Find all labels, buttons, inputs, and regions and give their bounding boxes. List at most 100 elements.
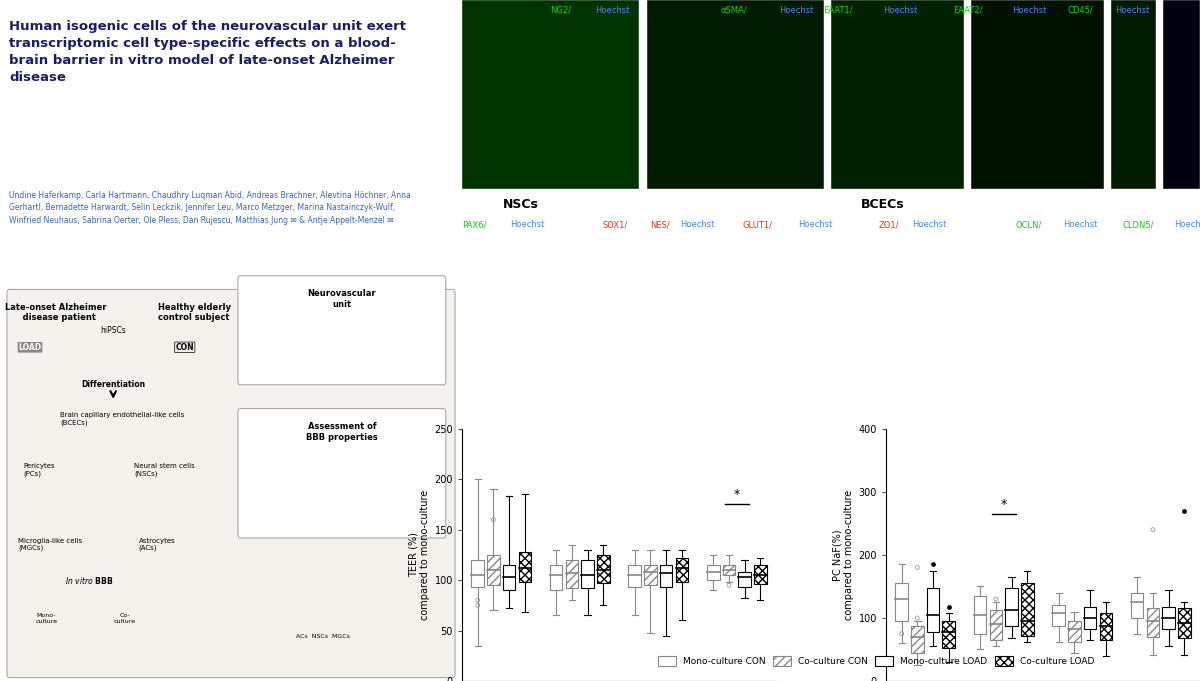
Text: Hoechst: Hoechst (510, 220, 545, 229)
FancyBboxPatch shape (7, 289, 455, 678)
Point (907, 612, 926, 623)
Bar (644, 565, 656, 585)
Bar (738, 572, 751, 587)
Bar (1052, 605, 1064, 626)
Text: Healthy elderly
control subject: Healthy elderly control subject (157, 303, 230, 322)
Text: Mono-
culture: Mono- culture (35, 613, 58, 624)
Text: Hoechst: Hoechst (1174, 220, 1200, 229)
Text: ZO1/: ZO1/ (878, 220, 900, 229)
Text: Hoechst: Hoechst (912, 220, 947, 229)
Bar (707, 565, 720, 580)
Text: Assessment of
BBB properties: Assessment of BBB properties (306, 422, 378, 441)
Bar (565, 560, 578, 588)
Text: GLUT1/: GLUT1/ (743, 220, 773, 229)
Bar (1130, 592, 1144, 618)
Bar (830, 0, 964, 189)
Bar (974, 596, 986, 634)
Point (940, 601, 959, 612)
Bar (1163, 607, 1175, 629)
Text: Undine Haferkamp, Carla Hartmann, Chaudhry Luqman Abid, Andreas Brachner, Alevti: Undine Haferkamp, Carla Hartmann, Chaudh… (10, 191, 410, 225)
FancyBboxPatch shape (238, 276, 446, 385)
Bar (629, 565, 641, 587)
Bar (1006, 588, 1018, 626)
Text: Co-
culture: Co- culture (114, 613, 136, 624)
Text: PAX6/: PAX6/ (462, 220, 486, 229)
Y-axis label: PC NaF(%)
compared to mono-culture: PC NaF(%) compared to mono-culture (833, 490, 854, 620)
Text: CLDN5/: CLDN5/ (1122, 220, 1154, 229)
Bar (647, 0, 823, 189)
Point (484, 514, 503, 525)
Bar (660, 565, 672, 587)
Text: Pericytes
(PCs): Pericytes (PCs) (23, 463, 55, 477)
Bar (472, 560, 484, 587)
Text: Differentiation: Differentiation (82, 380, 145, 390)
Y-axis label: TEER (%)
compared to mono-culture: TEER (%) compared to mono-culture (408, 490, 430, 620)
Bar (926, 588, 940, 632)
Text: *: * (733, 488, 740, 501)
Point (1175, 505, 1194, 516)
Point (468, 595, 487, 605)
Bar (462, 0, 640, 189)
Text: BCECs: BCECs (860, 197, 905, 210)
Bar (550, 565, 563, 590)
Text: EAAT2/: EAAT2/ (953, 5, 983, 15)
Text: Hoechst: Hoechst (680, 220, 715, 229)
Bar (1021, 583, 1033, 635)
Text: CD45/: CD45/ (1067, 5, 1093, 15)
Text: Hoechst: Hoechst (595, 5, 629, 15)
Text: NES/: NES/ (650, 220, 670, 229)
Text: Human isogenic cells of the neurovascular unit exert
transcriptomic cell type-sp: Human isogenic cells of the neurovascula… (10, 20, 407, 84)
Text: $\it{In\ vitro}$ BBB: $\it{In\ vitro}$ BBB (65, 575, 113, 586)
Bar (598, 555, 610, 583)
Text: NSCs: NSCs (503, 197, 539, 210)
Bar (1084, 607, 1097, 629)
Point (892, 629, 911, 639)
Bar (971, 0, 1104, 189)
Bar (503, 565, 515, 590)
Text: Microglia-like cells
(MGCs): Microglia-like cells (MGCs) (18, 538, 83, 552)
Text: hiPSCs: hiPSCs (101, 326, 126, 335)
Bar (1147, 609, 1159, 637)
Point (986, 594, 1006, 605)
Bar (1178, 609, 1190, 638)
Text: ACs  NSCs  MGCs: ACs NSCs MGCs (295, 634, 349, 639)
Text: Hoechst: Hoechst (1012, 5, 1046, 15)
Text: *: * (1001, 498, 1007, 511)
Text: EAAT1/: EAAT1/ (823, 5, 853, 15)
Bar (1099, 613, 1112, 640)
Point (719, 580, 738, 590)
Text: SOX1/: SOX1/ (602, 220, 628, 229)
Text: CON: CON (175, 343, 194, 352)
Point (924, 559, 943, 570)
Text: αSMA/: αSMA/ (720, 5, 746, 15)
Bar (1068, 621, 1081, 642)
Bar (487, 555, 499, 585)
Point (468, 600, 487, 611)
Bar (911, 626, 924, 652)
Bar (676, 558, 688, 582)
Bar (754, 565, 767, 584)
Bar (895, 583, 908, 621)
Bar (1111, 0, 1156, 189)
Text: Hoechst: Hoechst (798, 220, 832, 229)
Text: Brain capillary endothelial-like cells
(BCECs): Brain capillary endothelial-like cells (… (60, 412, 185, 426)
Text: Astrocytes
(ACs): Astrocytes (ACs) (139, 538, 175, 552)
Bar (990, 610, 1002, 640)
Text: Hoechst: Hoechst (779, 5, 814, 15)
Bar (1163, 0, 1200, 189)
Text: Neurovascular
unit: Neurovascular unit (307, 289, 376, 308)
Text: Hoechst: Hoechst (1063, 220, 1098, 229)
Text: NG2/: NG2/ (551, 5, 571, 15)
Text: Hoechst: Hoechst (1115, 5, 1150, 15)
FancyBboxPatch shape (238, 409, 446, 538)
Text: LOAD: LOAD (18, 343, 42, 352)
Bar (581, 560, 594, 588)
Point (1144, 524, 1163, 535)
Point (907, 562, 926, 573)
Bar (518, 552, 532, 582)
Text: OCLN/: OCLN/ (1015, 220, 1042, 229)
Text: Neural stem cells
(NSCs): Neural stem cells (NSCs) (134, 463, 194, 477)
Bar (722, 565, 736, 575)
Text: Hoechst: Hoechst (883, 5, 917, 15)
Text: Late-onset Alzheimer
   disease patient: Late-onset Alzheimer disease patient (5, 303, 106, 322)
